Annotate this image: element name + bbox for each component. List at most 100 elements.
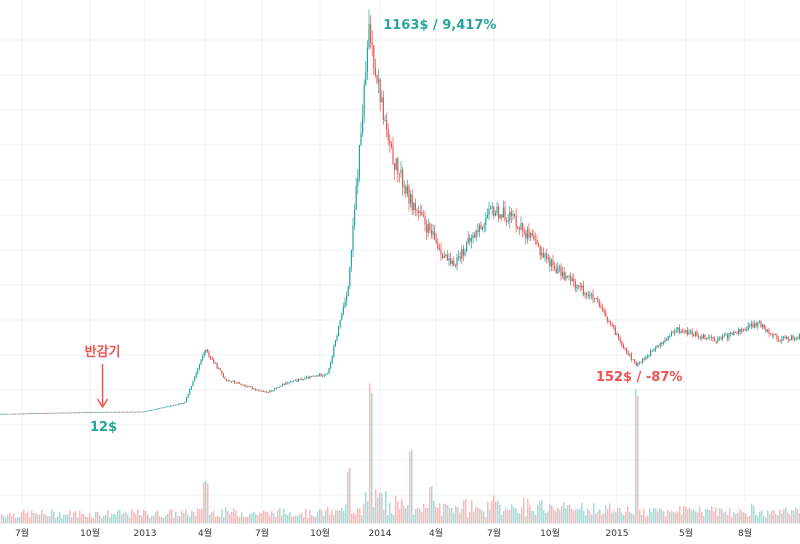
volume-bar [589,510,591,523]
candle-body [510,211,512,216]
volume-bar [303,517,305,523]
volume-bar [257,514,259,523]
volume-bar [189,516,191,523]
volume-bar [715,507,717,523]
candle-body [278,386,280,388]
candle-body [82,412,84,414]
candle-body [691,330,693,335]
candle-body [318,373,320,377]
candle-body [150,409,152,411]
volume-bar [245,516,247,523]
volume-bar [611,512,613,523]
volume-bar [631,513,633,523]
volume-bar [719,508,721,523]
volume-bar [129,517,131,523]
candle-body [131,411,133,413]
candle-body [739,329,741,333]
volume-bar [267,511,269,523]
volume-bar [793,510,795,523]
candle-body [502,207,504,218]
volume-bar [619,507,621,523]
volume-bar [103,515,105,523]
volume-bar [673,511,675,523]
volume-bar [287,514,289,523]
candle-body [766,329,768,332]
candle-body [539,246,541,256]
candle-body [37,413,39,414]
volume-bar [445,503,447,523]
candle-body [690,330,692,332]
candle-body [88,412,90,413]
candle-body [266,391,268,393]
volume-bar [519,513,521,523]
volume-bar [131,509,133,523]
candle-body [189,388,191,395]
volume-bar [61,518,63,523]
volume-bar [335,509,337,523]
candle-body [734,331,736,333]
volume-bar [337,510,339,523]
candle-body [430,230,432,235]
candle-body [699,336,701,338]
volume-bar [517,512,519,523]
candle-body [218,368,220,369]
volume-bar [175,511,177,523]
volume-bar [581,503,583,523]
candle-body [714,339,716,342]
candle-body [658,345,660,347]
volume-bar [533,511,535,523]
candle-body [528,229,530,238]
candle-body [419,211,421,214]
candle-body [293,380,295,382]
volume-bar [497,500,499,523]
candle-body [512,214,514,216]
candle-body [517,226,519,229]
candle-body [552,260,554,266]
candle-body [114,411,116,413]
volume-bar [69,510,71,523]
volume-bar [93,518,95,523]
volume-bar [523,497,525,523]
candle-body [267,392,269,394]
candle-body [120,411,122,413]
volume-bar [73,512,75,523]
candle-body [408,186,410,204]
candle-body [590,293,592,295]
volume-bar [249,514,251,523]
candle-body [146,411,148,412]
volume-bar [295,515,297,523]
volume-bar [739,508,741,523]
x-tick-label: 4월 [198,527,212,539]
volume-bar [341,507,343,523]
candle-body [194,377,196,382]
candle-body [190,386,192,389]
volume-bar [481,510,483,523]
volume-bar [113,514,115,523]
volume-bar [37,514,39,523]
candle-body [98,412,100,413]
volume-bar [163,517,165,523]
candle-body [136,411,138,413]
candle-body [152,409,154,411]
candle-body [328,368,330,374]
volume-bar [515,508,517,523]
volume-bar [173,517,175,523]
volume-bar [261,513,263,523]
candle-body [291,381,293,383]
candle-body [78,412,80,414]
volume-bar [671,510,673,523]
volume-bar [653,508,655,523]
volume-bar [753,505,755,523]
candle-body [533,235,535,240]
candle-body [178,403,180,405]
candle-body [683,331,685,333]
volume-bar [387,514,389,523]
volume-bar [125,511,127,523]
candle-body [261,390,263,392]
candle-body [621,341,623,346]
candle-body [77,412,79,414]
candle-body [394,163,396,170]
candle-body [227,380,229,382]
annotation-markers: 1163$ / 9,417% 152$ / -87% 반감기 12$ [85,18,683,435]
volume-bar [401,499,403,523]
